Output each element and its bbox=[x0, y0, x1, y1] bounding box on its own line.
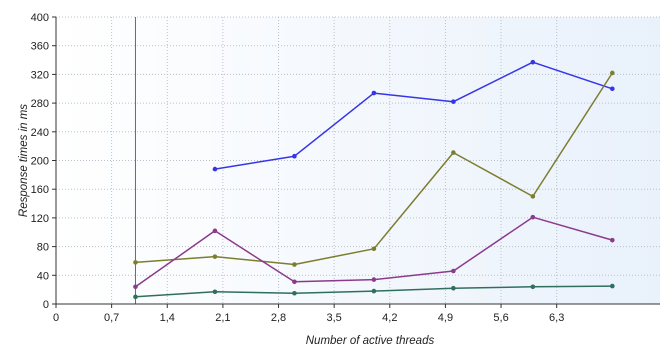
y-tick-label: 280 bbox=[31, 98, 49, 110]
data-point bbox=[610, 283, 615, 289]
data-point bbox=[530, 59, 536, 65]
x-tick-label: 0,7 bbox=[104, 312, 119, 324]
x-tick-label: 4,2 bbox=[382, 312, 397, 324]
x-tick-label: 4,9 bbox=[438, 312, 453, 324]
y-tick-label: 120 bbox=[31, 213, 49, 225]
data-point bbox=[212, 166, 218, 172]
data-point bbox=[212, 254, 218, 259]
data-point bbox=[212, 289, 218, 295]
data-point bbox=[371, 246, 377, 252]
data-point bbox=[292, 290, 297, 296]
series-3 bbox=[133, 283, 615, 300]
y-tick-label: 400 bbox=[31, 12, 49, 24]
x-tick-label: 1,4 bbox=[160, 312, 175, 324]
x-axis-title: Number of active threads bbox=[306, 335, 435, 347]
y-tick-label: 0 bbox=[43, 299, 49, 311]
data-point bbox=[530, 194, 536, 199]
y-tick-label: 40 bbox=[37, 270, 49, 282]
y-tick-label: 360 bbox=[31, 41, 49, 53]
plot-background bbox=[56, 17, 660, 304]
series-2 bbox=[133, 214, 615, 290]
data-point bbox=[133, 284, 138, 290]
y-axis-title: Response times in ms bbox=[18, 104, 30, 217]
data-point bbox=[530, 284, 536, 290]
x-tick-label: 6,3 bbox=[549, 312, 564, 324]
data-point bbox=[371, 90, 377, 96]
data-point bbox=[610, 70, 615, 76]
y-tick-label: 160 bbox=[31, 184, 49, 196]
data-point bbox=[133, 260, 138, 265]
x-tick-label: 2,8 bbox=[271, 312, 286, 324]
x-tick-label: 2,1 bbox=[215, 312, 230, 324]
data-point bbox=[610, 237, 615, 243]
x-tick-label: 0 bbox=[53, 312, 59, 324]
data-point bbox=[610, 86, 615, 92]
data-point bbox=[451, 150, 456, 155]
data-point bbox=[292, 262, 297, 267]
y-tick-label: 200 bbox=[31, 156, 49, 168]
data-point bbox=[451, 99, 456, 104]
y-tick-label: 80 bbox=[37, 242, 49, 254]
data-point bbox=[212, 228, 218, 234]
series-0 bbox=[212, 59, 615, 172]
data-point bbox=[451, 268, 456, 274]
series-1 bbox=[133, 70, 615, 267]
x-tick-label: 3,5 bbox=[327, 312, 342, 324]
data-point bbox=[133, 294, 138, 300]
data-point bbox=[292, 279, 297, 285]
y-tick-label: 240 bbox=[31, 127, 49, 139]
data-point bbox=[371, 277, 377, 282]
data-point bbox=[530, 214, 536, 220]
x-tick-label: 5,6 bbox=[493, 312, 508, 324]
data-point bbox=[371, 288, 377, 294]
y-tick-label: 320 bbox=[31, 69, 49, 81]
series-line bbox=[214, 61, 613, 170]
data-point bbox=[451, 285, 456, 291]
data-point bbox=[292, 153, 297, 159]
